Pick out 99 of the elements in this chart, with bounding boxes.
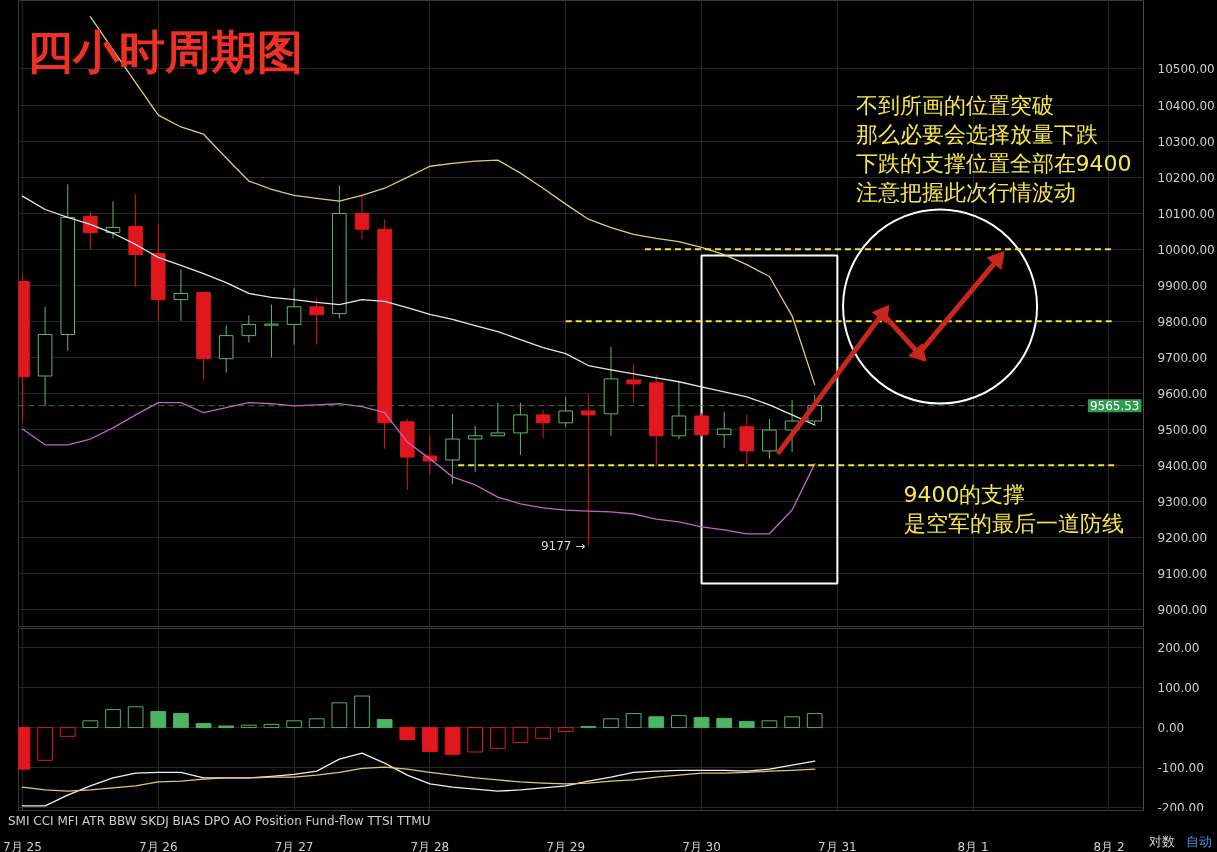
x-tick-label: 7月 31	[817, 839, 857, 852]
bar	[308, 718, 325, 729]
y-tick-label: -100.00	[1157, 761, 1204, 776]
candlestick	[309, 298, 325, 346]
y-tick-label: 10400.00	[1157, 98, 1215, 113]
y-tick-label: 0.00	[1157, 721, 1185, 736]
bar	[535, 727, 551, 739]
bar	[806, 713, 823, 729]
line-series	[21, 195, 816, 426]
line-series	[21, 752, 816, 807]
bar	[625, 713, 642, 729]
line-series	[21, 766, 816, 792]
bar	[354, 695, 370, 729]
annotation: 9400的支撑	[903, 481, 1026, 507]
bar	[37, 727, 53, 761]
candlestick	[694, 412, 709, 438]
text: SMI CCI MFI ATR BBW SKDJ BIAS DPO AO Position Fund-flow TTSI TTMU	[8, 813, 431, 830]
bar	[738, 721, 755, 729]
x-tick-label: 7月 27	[274, 839, 314, 852]
bar	[59, 727, 76, 737]
annotation: 9177 →	[540, 538, 586, 553]
y-tick-label: 9700.00	[1157, 350, 1208, 365]
annotation: 不到所画的位置突破	[855, 92, 1054, 118]
bar	[105, 709, 121, 729]
x-tick-label: 7月 30	[682, 839, 721, 852]
text: 对数	[1148, 833, 1175, 851]
bar	[648, 716, 665, 729]
bar	[173, 713, 189, 729]
y-tick-label: 10000.00	[1157, 242, 1215, 257]
candlestick	[286, 287, 302, 346]
bar	[467, 727, 484, 753]
x-tick-label: 7月 28	[410, 839, 450, 852]
y-tick-label: 10500.00	[1157, 62, 1215, 77]
y-tick-label: 10200.00	[1157, 170, 1215, 185]
candlestick	[218, 325, 234, 374]
y-tick-label: 9000.00	[1157, 602, 1208, 617]
bar	[671, 715, 687, 729]
candlestick	[490, 402, 506, 437]
x-tick-label: 7月 29	[546, 839, 586, 852]
y-tick-label: 9900.00	[1157, 278, 1208, 293]
y-tick-label: 10100.00	[1157, 206, 1215, 221]
y-tick-label: 9100.00	[1157, 566, 1208, 581]
y-tick-label: 9400.00	[1157, 458, 1208, 473]
x-tick-label: 8月 1	[957, 839, 989, 852]
candlestick	[422, 434, 438, 475]
y-tick-label: -200.00	[1157, 800, 1204, 815]
y-tick-label: 9800.00	[1157, 314, 1208, 329]
bar	[512, 727, 529, 743]
candlestick	[626, 363, 641, 404]
candlestick	[513, 402, 528, 456]
bar	[693, 717, 710, 729]
candlestick	[716, 411, 732, 449]
candlestick	[762, 418, 777, 460]
bar	[331, 702, 348, 729]
bar	[761, 720, 778, 729]
y-tick-label: 200.00	[1157, 641, 1200, 656]
y-tick-label: 100.00	[1157, 681, 1200, 696]
candlestick	[173, 268, 189, 322]
x-tick-label: 8月 2	[1093, 839, 1125, 852]
bar	[716, 717, 733, 729]
annotation: 是空军的最后一道防线	[903, 510, 1124, 536]
y-tick-label: 9600.00	[1157, 386, 1208, 401]
candlestick	[83, 210, 98, 250]
bar	[82, 720, 99, 729]
y-tick-label: 9300.00	[1157, 494, 1208, 509]
bar	[603, 718, 619, 729]
bar	[784, 716, 800, 729]
bar	[399, 727, 416, 741]
bar	[127, 706, 144, 729]
bar	[376, 719, 393, 729]
annotation: 那么必要会选择放量下跌	[855, 121, 1098, 147]
candlestick	[671, 380, 687, 440]
bar	[150, 711, 167, 729]
annotation: 注意把握此次行情波动	[855, 179, 1076, 205]
line-series	[21, 401, 816, 535]
candlestick	[241, 314, 257, 343]
annotation: 下跌的支撑位置全部在9400	[855, 150, 1132, 176]
y-tick-label: 9500.00	[1157, 422, 1208, 437]
text: 自动	[1185, 833, 1212, 851]
bar	[557, 727, 574, 733]
bar	[286, 720, 302, 729]
bar	[195, 723, 212, 729]
text: 四小时周期图	[26, 24, 303, 79]
candlestick	[264, 304, 279, 359]
y-tick-label: 10300.00	[1157, 134, 1215, 149]
candlestick	[354, 193, 370, 240]
candlestick	[535, 409, 551, 439]
ref-line-label: 9565.53	[1089, 399, 1140, 414]
x-tick-label: 7月 26	[138, 839, 178, 852]
bar	[489, 727, 506, 749]
candlestick	[558, 396, 574, 428]
bar	[240, 724, 257, 729]
bar	[422, 727, 438, 753]
x-tick-label: 7月 25	[3, 839, 42, 852]
candlestick	[445, 413, 460, 485]
candlestick	[467, 425, 483, 473]
bar	[444, 727, 461, 755]
bar	[263, 723, 280, 729]
y-tick-label: 9200.00	[1157, 530, 1208, 545]
